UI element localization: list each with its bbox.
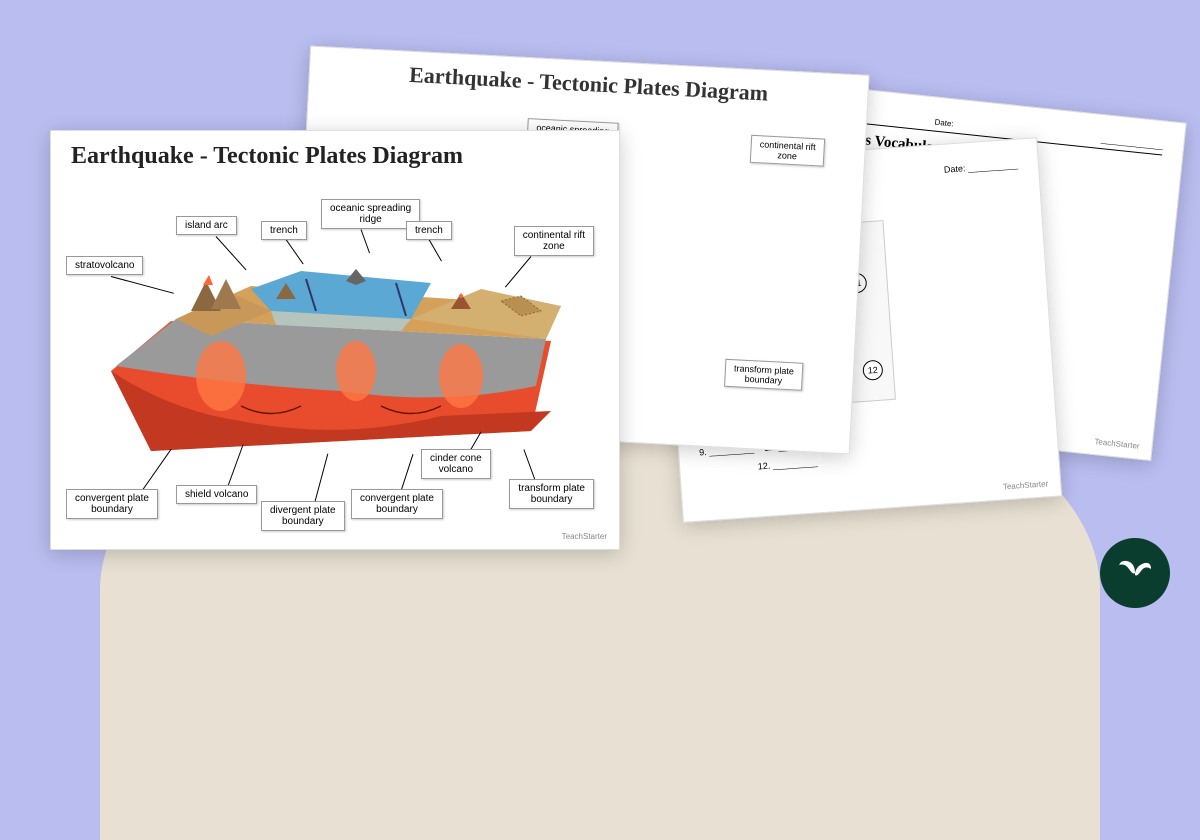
label-divergent: divergent plate boundary xyxy=(261,501,345,531)
number-bubble: 12 xyxy=(862,360,883,381)
date-label: Date: xyxy=(934,118,954,129)
footer-brand: TeachStarter xyxy=(1094,437,1140,451)
label-box: transform plate boundary xyxy=(724,359,803,391)
footer-brand: TeachStarter xyxy=(1003,479,1049,491)
tectonic-diagram xyxy=(91,211,581,471)
label-convergent: convergent plate boundary xyxy=(351,489,443,519)
label-island-arc: island arc xyxy=(176,216,237,235)
brand-logo xyxy=(1100,538,1170,608)
sprout-icon xyxy=(1115,553,1155,593)
label-stratovolcano: stratovolcano xyxy=(66,256,143,275)
footer-brand: TeachStarter xyxy=(562,532,607,541)
label-convergent: convergent plate boundary xyxy=(66,489,158,519)
main-diagram-sheet: Earthquake - Tectonic Plates Diagram xyxy=(50,130,620,550)
back-title: Earthquake - Tectonic Plates Diagram xyxy=(309,47,869,122)
main-title: Earthquake - Tectonic Plates Diagram xyxy=(51,131,619,182)
label-transform: transform plate boundary xyxy=(509,479,594,509)
label-box: continental rift zone xyxy=(750,135,825,167)
label-continental-rift: continental rift zone xyxy=(514,226,594,256)
label-trench: trench xyxy=(261,221,307,240)
label-trench: trench xyxy=(406,221,452,240)
label-shield: shield volcano xyxy=(176,485,257,504)
label-cinder: cinder cone volcano xyxy=(421,449,491,479)
